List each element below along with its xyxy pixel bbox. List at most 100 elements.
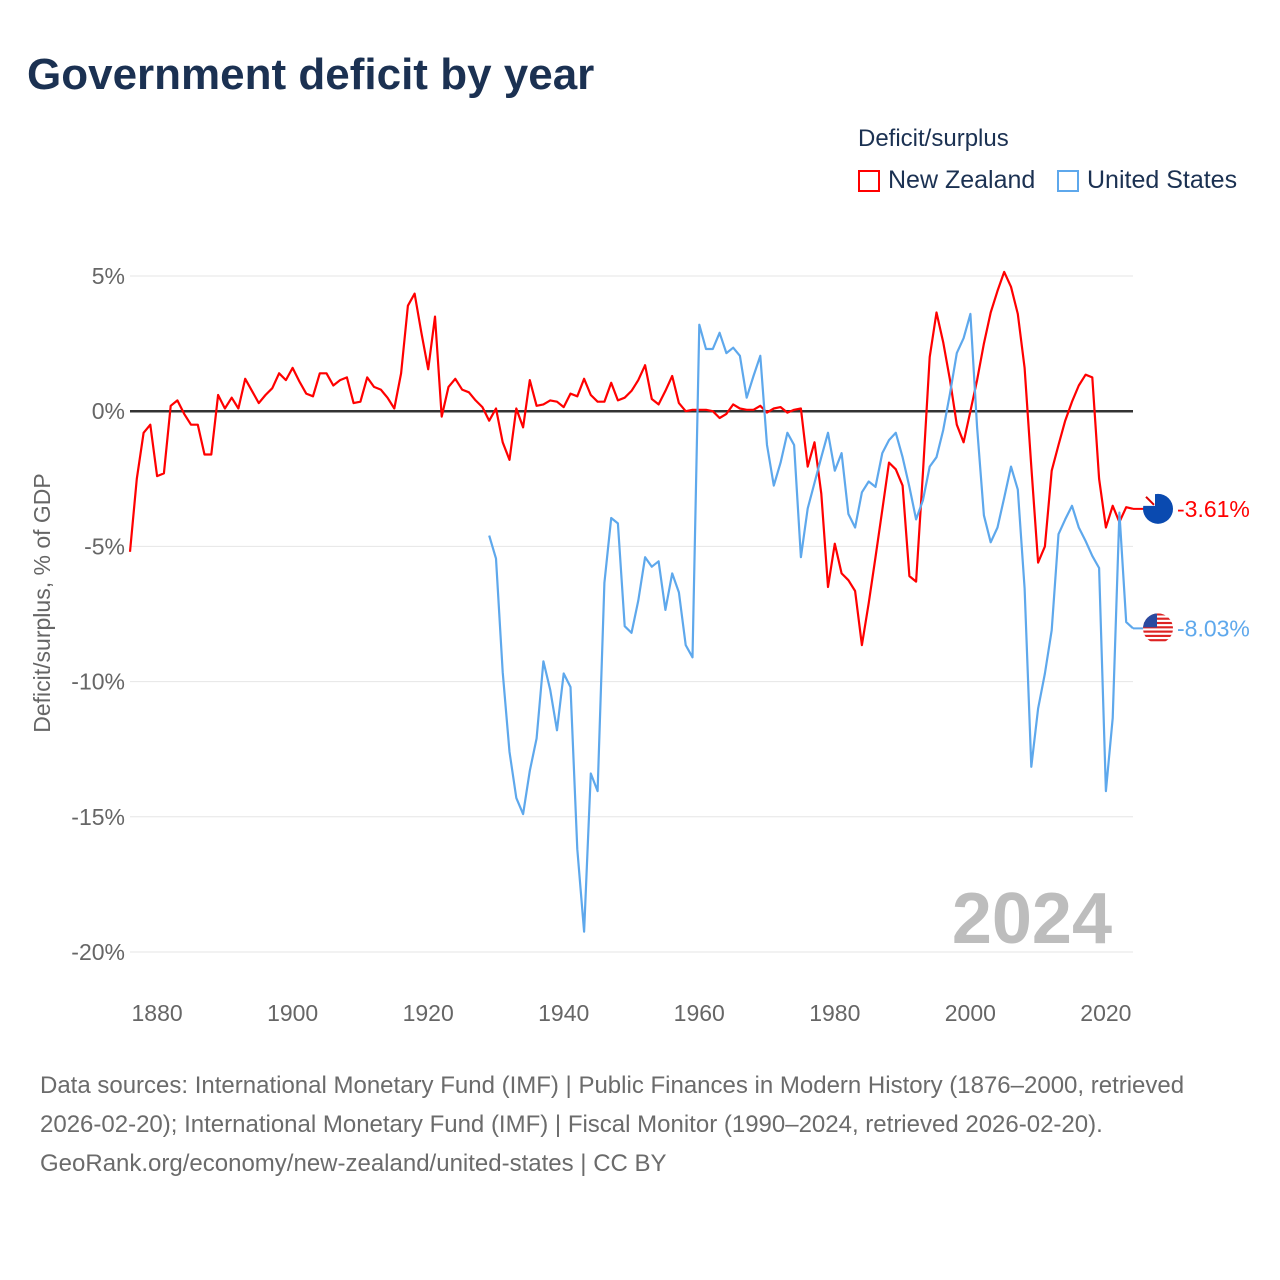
data-point-united-states: [1015, 487, 1021, 493]
y-tick-label: -10%: [71, 669, 125, 695]
data-point-new-zealand: [635, 377, 641, 383]
data-point-united-states: [994, 524, 1000, 530]
data-point-united-states: [696, 322, 702, 328]
data-point-new-zealand: [920, 470, 926, 476]
data-point-new-zealand: [994, 288, 1000, 294]
data-point-new-zealand: [405, 303, 411, 309]
data-point-united-states: [940, 427, 946, 433]
legend-item-new-zealand[interactable]: New Zealand: [858, 166, 1035, 195]
data-point-new-zealand: [222, 405, 228, 411]
data-point-united-states: [974, 424, 980, 430]
data-point-new-zealand: [351, 400, 357, 406]
data-point-united-states: [574, 846, 580, 852]
data-point-new-zealand: [446, 384, 452, 390]
data-point-new-zealand: [940, 339, 946, 345]
data-point-united-states: [730, 345, 736, 351]
data-point-new-zealand: [1015, 311, 1021, 317]
data-point-united-states: [507, 749, 513, 755]
data-point-new-zealand: [906, 573, 912, 579]
data-point-new-zealand: [398, 370, 404, 376]
data-point-new-zealand: [229, 395, 235, 401]
data-point-new-zealand: [1110, 503, 1116, 509]
data-point-new-zealand: [1028, 464, 1034, 470]
data-point-new-zealand: [1089, 374, 1095, 380]
data-point-united-states: [1049, 627, 1055, 633]
data-point-united-states: [784, 430, 790, 436]
data-point-new-zealand: [290, 365, 296, 371]
data-point-united-states: [818, 454, 824, 460]
data-point-new-zealand: [195, 422, 201, 428]
data-point-new-zealand: [249, 388, 255, 394]
data-point-united-states: [710, 346, 716, 352]
data-point-new-zealand: [1123, 504, 1129, 510]
data-point-new-zealand: [425, 366, 431, 372]
data-point-new-zealand: [676, 400, 682, 406]
data-point-united-states: [805, 506, 811, 512]
data-point-new-zealand: [479, 404, 485, 410]
x-tick-label: 1940: [538, 1000, 589, 1026]
data-point-new-zealand: [385, 395, 391, 401]
data-point-united-states: [662, 607, 668, 613]
data-point-new-zealand: [601, 399, 607, 405]
data-point-united-states: [669, 570, 675, 576]
data-point-new-zealand: [832, 541, 838, 547]
data-point-new-zealand: [750, 407, 756, 413]
data-point-new-zealand: [344, 374, 350, 380]
data-point-united-states: [683, 642, 689, 648]
data-point-new-zealand: [859, 642, 865, 648]
data-point-new-zealand: [317, 370, 323, 376]
data-point-united-states: [1096, 565, 1102, 571]
data-point-new-zealand: [188, 422, 194, 428]
data-point-new-zealand: [181, 411, 187, 417]
data-point-new-zealand: [778, 404, 784, 410]
end-value-label-united-states: -8.03%: [1177, 615, 1250, 641]
data-point-united-states: [927, 464, 933, 470]
data-point-united-states: [1022, 585, 1028, 591]
data-point-united-states: [656, 558, 662, 564]
data-point-new-zealand: [276, 370, 282, 376]
data-point-new-zealand: [215, 392, 221, 398]
data-point-united-states: [879, 450, 885, 456]
data-point-new-zealand: [459, 387, 465, 393]
data-point-new-zealand: [466, 389, 472, 395]
data-point-new-zealand: [927, 354, 933, 360]
data-point-united-states: [534, 735, 540, 741]
source-link[interactable]: GeoRank.org/economy/new-zealand/united-s…: [40, 1150, 667, 1177]
data-point-united-states: [893, 430, 899, 436]
data-point-united-states: [750, 373, 756, 379]
data-point-united-states: [913, 516, 919, 522]
y-tick-label: -20%: [71, 939, 125, 965]
data-point-new-zealand: [473, 397, 479, 403]
data-point-united-states: [764, 442, 770, 448]
data-point-united-states: [832, 468, 838, 474]
data-point-new-zealand: [154, 473, 160, 479]
legend-item-united-states[interactable]: United States: [1057, 166, 1237, 195]
data-point-new-zealand: [1001, 269, 1007, 275]
x-tick-label: 1960: [674, 1000, 725, 1026]
data-point-new-zealand: [574, 393, 580, 399]
data-point-united-states: [967, 311, 973, 317]
x-tick-label: 2020: [1080, 1000, 1131, 1026]
data-point-new-zealand: [710, 408, 716, 414]
y-axis-label: Deficit/surplus, % of GDP: [29, 473, 55, 732]
data-point-new-zealand: [527, 377, 533, 383]
data-point-new-zealand: [202, 451, 208, 457]
data-point-new-zealand: [310, 393, 316, 399]
data-point-new-zealand: [391, 405, 397, 411]
data-point-united-states: [554, 727, 560, 733]
data-point-united-states: [1028, 764, 1034, 770]
data-point-new-zealand: [798, 405, 804, 411]
data-point-new-zealand: [168, 403, 174, 409]
data-point-new-zealand: [981, 341, 987, 347]
data-point-united-states: [852, 524, 858, 530]
data-point-new-zealand: [378, 387, 384, 393]
data-point-new-zealand: [649, 396, 655, 402]
legend-title: Deficit/surplus: [858, 125, 1009, 152]
data-point-united-states: [629, 630, 635, 636]
chart-title: Government deficit by year: [27, 50, 595, 99]
data-point-new-zealand: [933, 310, 939, 316]
x-tick-label: 1880: [132, 1000, 183, 1026]
data-point-new-zealand: [689, 407, 695, 413]
data-point-new-zealand: [866, 600, 872, 606]
data-point-united-states: [845, 511, 851, 517]
